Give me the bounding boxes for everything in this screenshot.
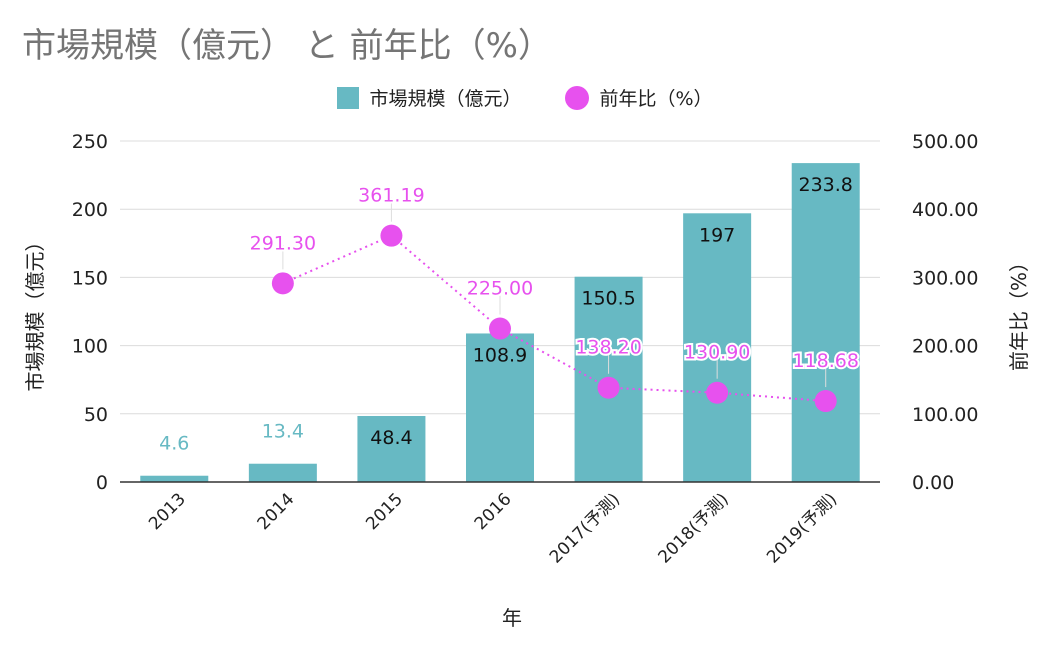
legend-item-yoy[interactable]: 前年比（%） (565, 84, 713, 111)
y-axis-title-left: 市場規模（億元） (23, 232, 47, 392)
bar (140, 475, 209, 482)
legend-label-market-size: 市場規模（億元） (369, 88, 522, 110)
x-tick-label: 2015 (362, 489, 407, 534)
y-tick-right: 300.00 (912, 267, 978, 289)
bar-label: 197 (699, 224, 735, 246)
y-tick-right: 500.00 (912, 131, 978, 153)
bar (248, 463, 317, 482)
legend-bar-swatch (337, 86, 360, 109)
line-label: 361.19 (358, 185, 424, 207)
line-point (597, 376, 620, 399)
x-axis-title: 年 (502, 606, 522, 630)
legend-item-market-size[interactable]: 市場規模（億元） (337, 84, 521, 111)
y-tick-right: 200.00 (912, 336, 978, 358)
y-axis-title-right: 前年比（%） (1007, 252, 1031, 371)
y-tick-left: 150 (72, 267, 108, 289)
bar-label: 233.8 (799, 174, 853, 196)
x-tick-label: 2014 (254, 489, 299, 534)
line-segment (608, 386, 718, 394)
line-label: 118.68 (792, 350, 858, 372)
bar-label: 48.4 (370, 427, 412, 449)
x-tick-label: 2018(予測) (655, 489, 733, 567)
y-tick-right: 100.00 (912, 404, 978, 426)
bar (357, 415, 426, 482)
line-label: 138.20 (575, 337, 641, 359)
x-tick-label: 2019(予測) (763, 489, 841, 567)
y-tick-left: 50 (84, 404, 108, 426)
bar (683, 213, 752, 483)
legend: 市場規模（億元） 前年比（%） (0, 84, 1050, 111)
y-tick-right: 400.00 (912, 199, 978, 221)
line-segment (499, 327, 610, 389)
line-label: 130.90 (684, 342, 750, 364)
bar-label: 4.6 (159, 433, 189, 455)
chart-title: 市場規模（億元） と 前年比（%） (22, 26, 552, 66)
line-point (489, 317, 511, 340)
line-segment (717, 391, 826, 403)
legend-dot-swatch (565, 85, 590, 110)
line-label: 291.30 (250, 232, 316, 254)
y-tick-left: 0 (96, 472, 108, 494)
x-tick-label: 2016 (471, 489, 516, 534)
y-tick-right: 0.00 (912, 472, 954, 494)
line-segment (282, 234, 392, 285)
legend-label-yoy: 前年比（%） (599, 88, 713, 110)
bar (791, 163, 860, 482)
bar-label: 13.4 (262, 421, 304, 443)
line-point (814, 390, 837, 413)
y-tick-left: 200 (72, 199, 108, 221)
bar-label: 108.9 (473, 344, 527, 366)
y-tick-left: 100 (72, 336, 108, 358)
x-tick-label: 2013 (145, 489, 190, 534)
y-tick-left: 250 (72, 131, 108, 153)
line-point (380, 224, 403, 247)
line-label: 225.00 (467, 278, 533, 300)
line-point (271, 272, 294, 295)
bar-label: 150.5 (581, 288, 635, 310)
x-tick-label: 2017(予測) (546, 489, 624, 567)
bar (466, 333, 534, 482)
line-point (706, 381, 729, 404)
